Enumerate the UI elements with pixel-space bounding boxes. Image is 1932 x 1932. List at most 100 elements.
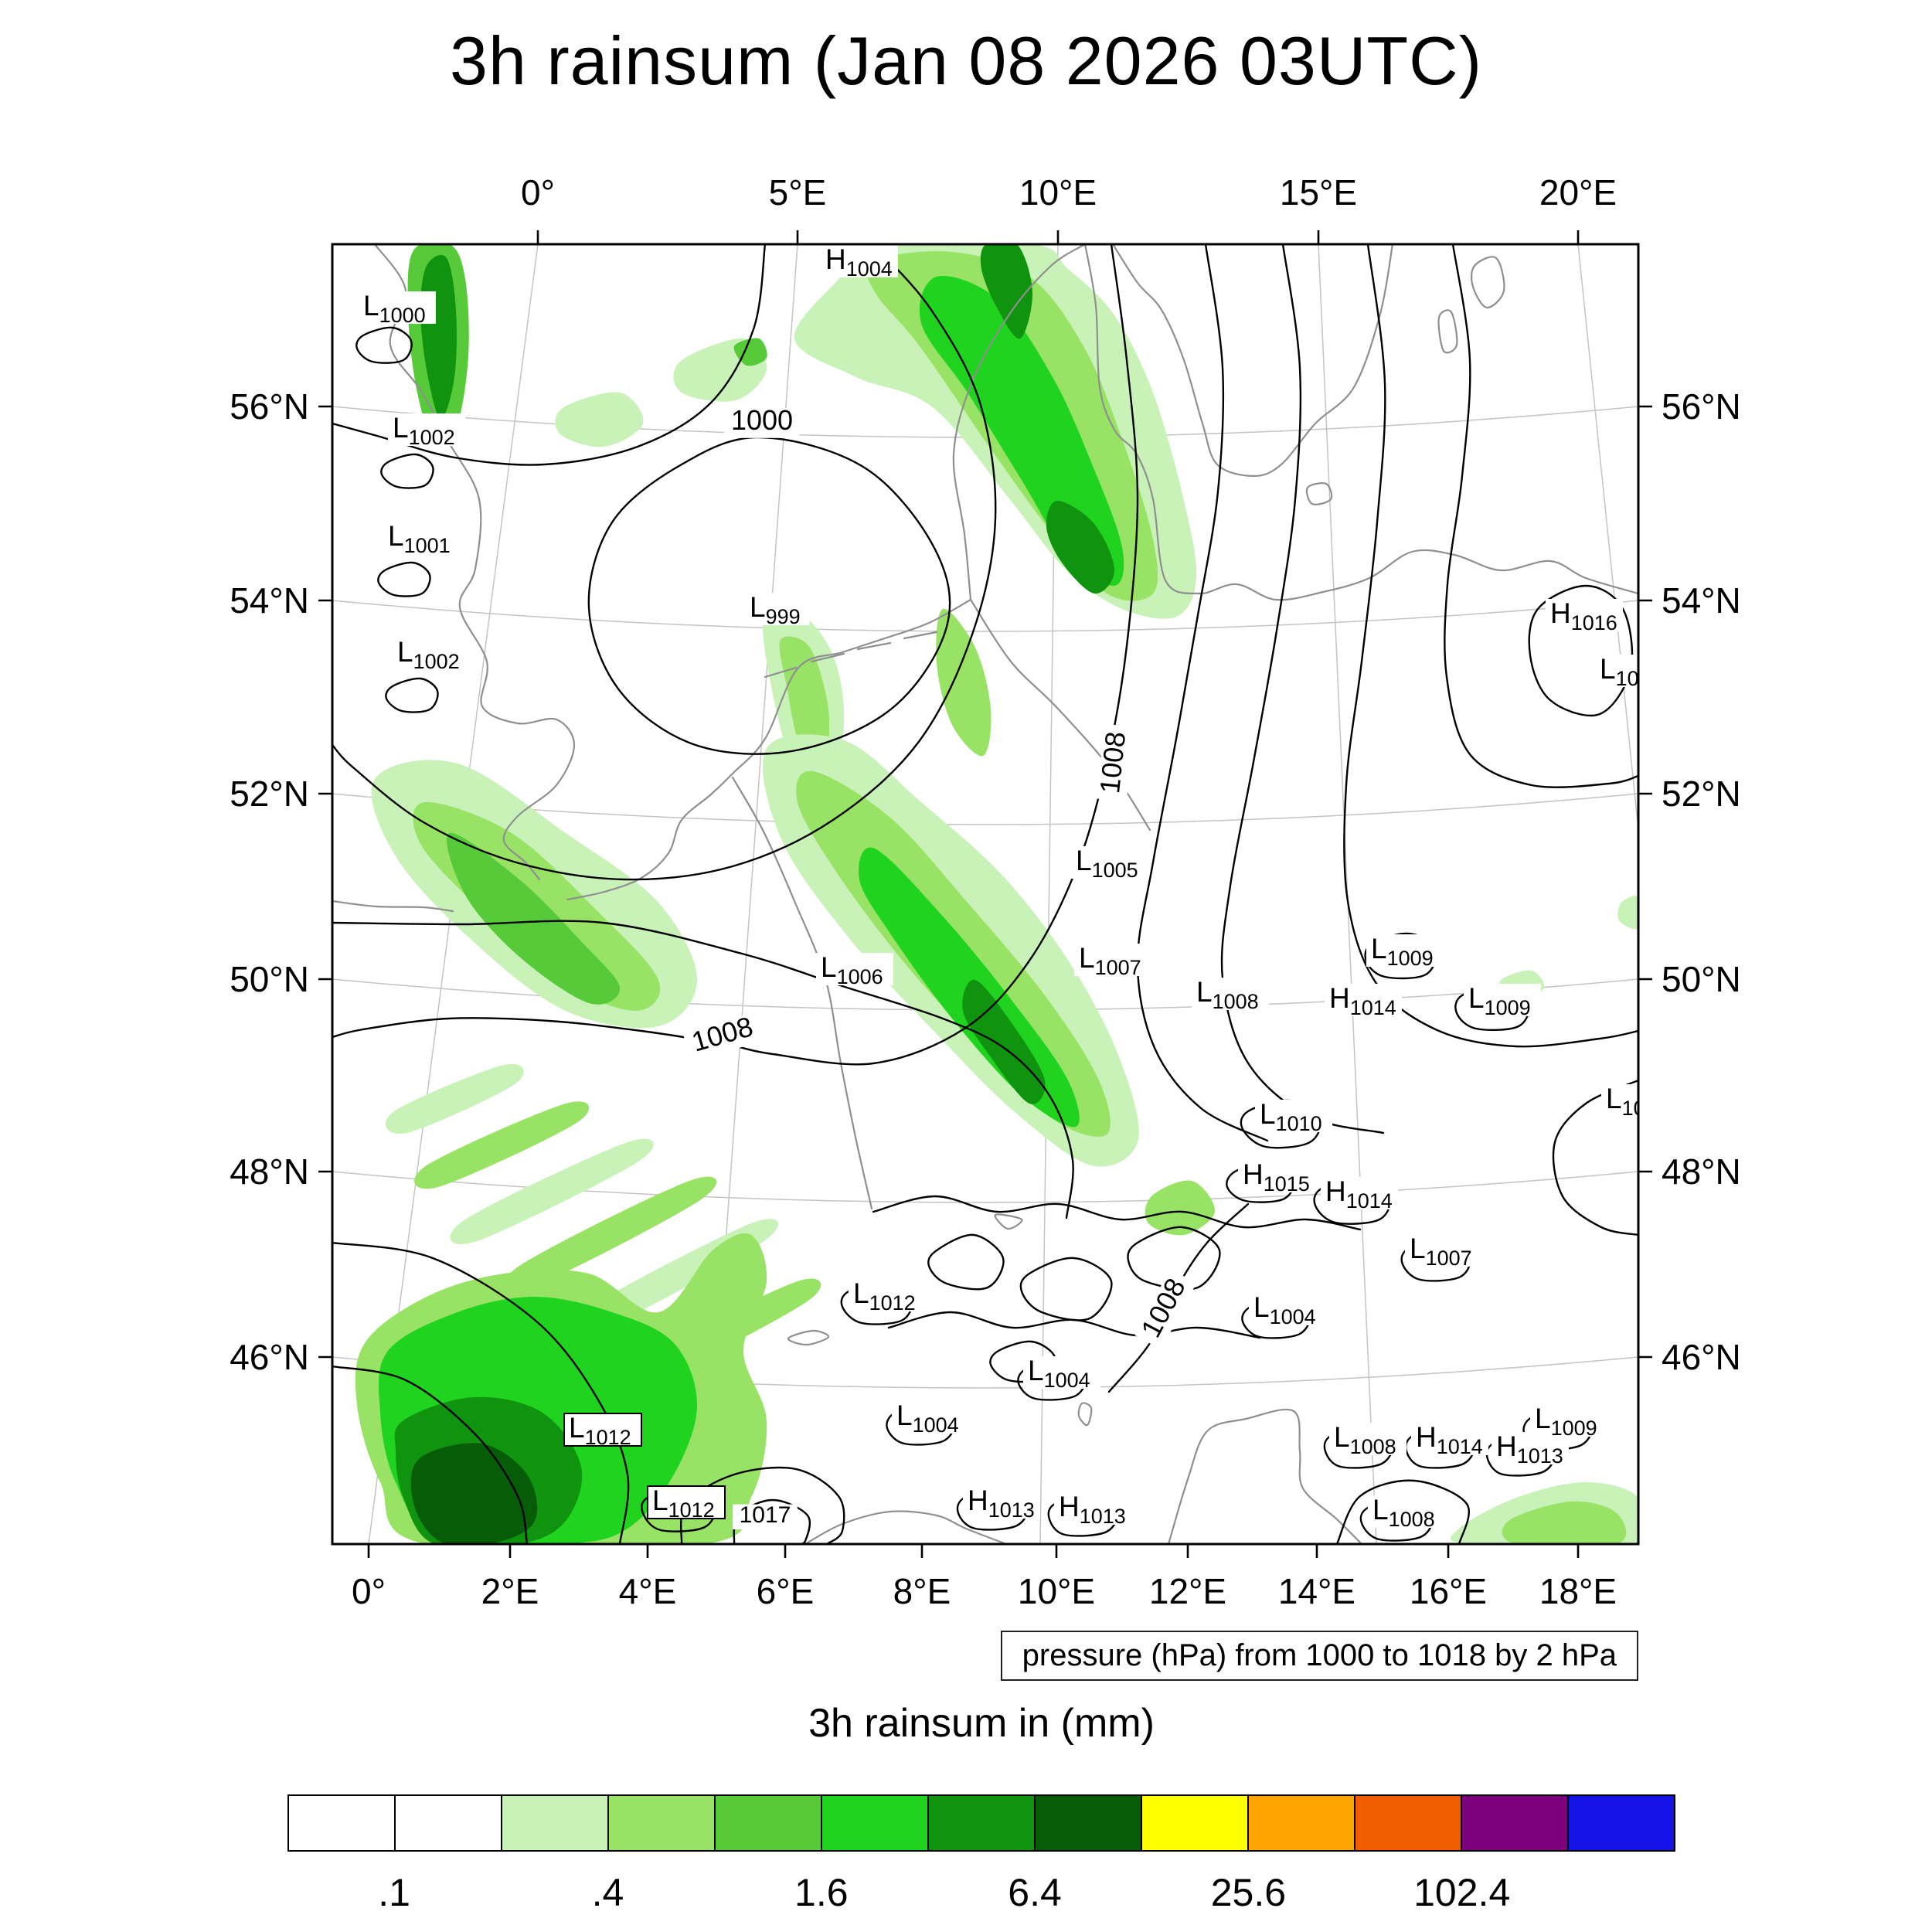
pressure-center-label: H1014 bbox=[1325, 982, 1402, 1019]
rain-area bbox=[1145, 1180, 1216, 1236]
coastline bbox=[1083, 244, 1638, 601]
left-axis-label: 46°N bbox=[230, 1337, 309, 1377]
coastline bbox=[787, 1329, 830, 1346]
colorbar-cell bbox=[1036, 1796, 1142, 1850]
colorbar-cell bbox=[716, 1796, 822, 1850]
pressure-center-label: L10 bbox=[1595, 653, 1638, 690]
pressure-center-label: L1006 bbox=[816, 951, 893, 988]
pressure-center-label: H1016 bbox=[1546, 597, 1623, 634]
pressure-center-label: L999 bbox=[745, 591, 810, 628]
top-axis-label: 10°E bbox=[1019, 172, 1097, 213]
rain-area bbox=[962, 979, 1046, 1104]
left-axis-label: 48°N bbox=[230, 1151, 309, 1192]
pressure-contour bbox=[332, 920, 1074, 1219]
rain-area bbox=[414, 1101, 590, 1189]
pressure-contour bbox=[1528, 584, 1634, 717]
colorbar-tick-label: .1 bbox=[378, 1871, 410, 1914]
svg-text:1017: 1017 bbox=[740, 1502, 791, 1528]
pressure-center-label: L1005 bbox=[1071, 845, 1148, 882]
colorbar-title: 3h rainsum in (mm) bbox=[808, 1701, 1155, 1746]
colorbar-tick-label: 102.4 bbox=[1413, 1871, 1511, 1914]
pressure-contour bbox=[1552, 1079, 1638, 1236]
pressure-contour bbox=[887, 1311, 1261, 1339]
map-area: 1000 1008 1008 1008 1017 H1004 L1000 L1002 L1001… bbox=[318, 230, 1652, 1558]
pressure-contour bbox=[872, 1195, 1362, 1231]
pressure-center-label: L1002 bbox=[393, 636, 470, 673]
svg-text:L1008: L1008 bbox=[1196, 976, 1259, 1013]
coastline bbox=[1471, 256, 1505, 309]
svg-text:L1005: L1005 bbox=[1076, 845, 1138, 882]
pressure-contour bbox=[355, 326, 413, 364]
coastline bbox=[804, 1510, 1008, 1544]
rain-area bbox=[1617, 896, 1638, 930]
contour-value-label: 1017 bbox=[733, 1502, 798, 1529]
pressure-center-label: L1007 bbox=[1405, 1233, 1482, 1270]
colorbar-cell bbox=[929, 1796, 1036, 1850]
rain-area bbox=[1502, 1501, 1627, 1544]
pressure-center-label: L1012 bbox=[563, 1412, 642, 1449]
pressure-contour bbox=[332, 244, 1139, 1066]
svg-text:1000: 1000 bbox=[731, 404, 793, 436]
left-axis-label: 50°N bbox=[230, 959, 309, 999]
bottom-axis-label: 4°E bbox=[618, 1571, 677, 1611]
rain-area bbox=[447, 832, 621, 1005]
pressure-contour bbox=[1136, 244, 1269, 1142]
svg-text:L1007: L1007 bbox=[1079, 942, 1141, 979]
coastline bbox=[856, 641, 892, 651]
pressure-center-label: L1008 bbox=[1329, 1421, 1406, 1458]
colorbar-tick-label: 1.6 bbox=[794, 1871, 849, 1914]
pressure-center-label: H1014 bbox=[1321, 1175, 1398, 1213]
colorbar-cell bbox=[502, 1796, 609, 1850]
rain-area bbox=[980, 244, 1033, 339]
top-axis-label: 5°E bbox=[768, 172, 827, 213]
map-frame bbox=[331, 243, 1640, 1546]
colorbar-cell bbox=[1142, 1796, 1249, 1850]
coastline bbox=[1437, 309, 1458, 354]
rain-area bbox=[450, 1138, 654, 1244]
pressure-contour bbox=[587, 436, 951, 755]
pressure-center-label: L1007 bbox=[1074, 942, 1151, 979]
pressure-center-label: L1008 bbox=[1192, 976, 1269, 1013]
right-axis-label: 56°N bbox=[1662, 386, 1741, 427]
pressure-center-label: H1015 bbox=[1238, 1158, 1315, 1196]
colorbar-cell bbox=[289, 1796, 396, 1850]
pressure-contour bbox=[1444, 244, 1638, 788]
colorbar-cell bbox=[822, 1796, 929, 1850]
pressure-contour bbox=[927, 1233, 1005, 1291]
colorbar-cell bbox=[1569, 1796, 1674, 1850]
contour-value-label: 1000 bbox=[724, 404, 800, 438]
coastline bbox=[952, 244, 1087, 601]
svg-text:H1014: H1014 bbox=[1329, 982, 1396, 1019]
bottom-axis-label: 2°E bbox=[481, 1571, 539, 1611]
rain-area bbox=[555, 392, 644, 447]
top-axis-label: 20°E bbox=[1539, 172, 1617, 213]
pressure-center-label: L1012 bbox=[647, 1485, 726, 1522]
rain-area bbox=[936, 608, 992, 757]
colorbar-cell bbox=[1249, 1796, 1355, 1850]
bottom-axis-label: 10°E bbox=[1017, 1571, 1096, 1611]
bottom-axis-label: 0° bbox=[352, 1571, 386, 1611]
right-axis-label: 54°N bbox=[1662, 580, 1741, 621]
colorbar-tick-label: 25.6 bbox=[1210, 1871, 1287, 1914]
pressure-center-label: L10 bbox=[1601, 1083, 1638, 1120]
coastline bbox=[994, 1213, 1023, 1230]
pressure-center-label: H1013 bbox=[963, 1485, 1040, 1522]
pressure-contour bbox=[332, 244, 997, 881]
map-content: 10001008100810081017H1004L1000L1002L1001… bbox=[332, 244, 1638, 1544]
pressure-contour bbox=[1127, 1226, 1221, 1291]
coastline bbox=[764, 666, 798, 679]
page-title: 3h rainsum (Jan 08 2026 03UTC) bbox=[450, 22, 1482, 99]
top-axis-label: 15°E bbox=[1279, 172, 1358, 213]
pressure-center-label: L1004 bbox=[892, 1400, 969, 1437]
rain-area bbox=[1046, 500, 1114, 594]
graticule-parallel bbox=[332, 600, 1638, 632]
bottom-axis-label: 6°E bbox=[756, 1571, 815, 1611]
coastline bbox=[1305, 482, 1333, 505]
left-axis-label: 54°N bbox=[230, 580, 309, 621]
pressure-caption: pressure (hPa) from 1000 to 1018 by 2 hP… bbox=[1000, 1631, 1638, 1681]
colorbar bbox=[287, 1794, 1675, 1852]
colorbar-cell bbox=[609, 1796, 716, 1850]
coastline bbox=[1167, 1408, 1363, 1544]
pressure-contour bbox=[385, 677, 439, 713]
pressure-contour bbox=[1019, 1257, 1113, 1321]
